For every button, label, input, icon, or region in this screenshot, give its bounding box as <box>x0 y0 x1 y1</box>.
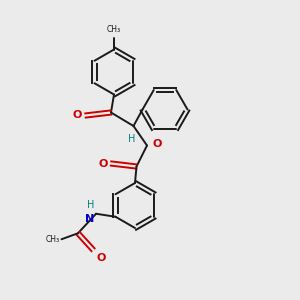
Text: O: O <box>96 253 105 263</box>
Text: CH₃: CH₃ <box>46 235 60 244</box>
Text: O: O <box>73 110 82 121</box>
Text: N: N <box>85 214 94 224</box>
Text: H: H <box>86 200 94 210</box>
Text: O: O <box>98 158 107 169</box>
Text: O: O <box>152 139 162 149</box>
Text: H: H <box>128 134 136 144</box>
Text: CH₃: CH₃ <box>107 25 121 34</box>
